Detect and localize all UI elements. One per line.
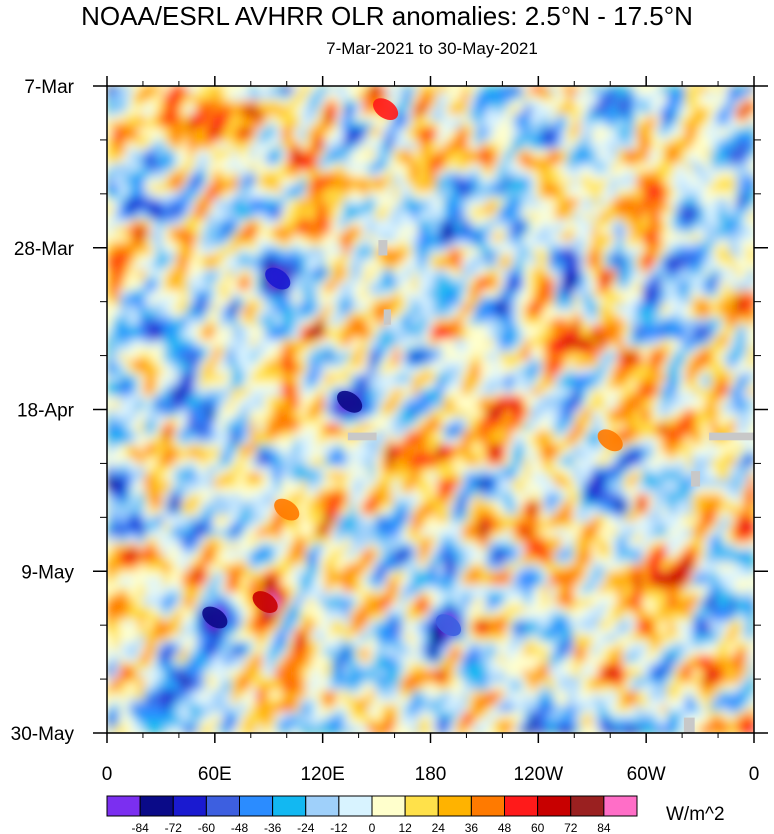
colorbar: -84 -72 -60 -48 -36 -24 -12 0 12 24 36 48 60 72 84: [106, 795, 638, 834]
colorbar-swatch: [570, 795, 605, 817]
colorbar-label: -60: [198, 821, 216, 834]
colorbar-label: 84: [597, 821, 611, 834]
x-tick-label: 60E: [198, 764, 232, 785]
colorbar-swatch: [537, 795, 572, 817]
colorbar-label: 36: [465, 821, 479, 834]
missing-data-patch: [378, 240, 388, 256]
anomaly-feature: [337, 390, 363, 413]
x-tick-label: 180: [415, 764, 447, 785]
missing-data-patch: [709, 432, 754, 441]
colorbar-swatch: [239, 795, 274, 817]
missing-data-patch: [691, 471, 701, 487]
colorbar-swatch: [404, 795, 439, 817]
anomaly-feature: [435, 614, 462, 637]
colorbar-label: 72: [564, 821, 578, 834]
missing-data-patch: [347, 432, 377, 441]
colorbar-label: -84: [131, 821, 149, 834]
colorbar-swatch: [603, 795, 638, 817]
colorbar-label: -48: [231, 821, 249, 834]
y-tick-label: 28-Mar: [14, 239, 75, 260]
colorbar-swatch: [139, 795, 174, 817]
colorbar-swatch: [272, 795, 307, 817]
y-tick-label: 30-May: [11, 724, 75, 745]
chart-title: NOAA/ESRL AVHRR OLR anomalies: 2.5°N - 1…: [81, 1, 693, 31]
anomaly-feature: [252, 591, 278, 613]
colorbar-swatch: [172, 795, 207, 817]
colorbar-label: 12: [398, 821, 412, 834]
x-tick-label: 120W: [514, 764, 564, 785]
anomaly-feature: [202, 606, 228, 629]
colorbar-label: 48: [498, 821, 512, 834]
x-tick-label: 0: [749, 764, 760, 785]
x-axis: 0 60E 120E 180 120W 60W 0: [102, 76, 760, 785]
anomaly-feature: [597, 429, 623, 452]
colorbar-units: W/m^2: [666, 804, 725, 825]
colorbar-swatch: [338, 795, 373, 817]
missing-data-patch: [683, 717, 695, 733]
y-axis: 7-Mar 28-Mar 18-Apr 9-May 30-May: [11, 77, 768, 745]
y-tick-label: 9-May: [21, 562, 74, 583]
colorbar-label: -12: [330, 821, 348, 834]
colorbar-label: 0: [369, 821, 376, 834]
colorbar-swatch: [437, 795, 472, 817]
colorbar-swatch: [371, 795, 406, 817]
colorbar-swatch: [106, 795, 141, 817]
colorbar-label: -24: [297, 821, 315, 834]
colorbar-label: -72: [165, 821, 183, 834]
chart-subtitle: 7-Mar-2021 to 30-May-2021: [326, 39, 538, 58]
x-tick-label: 60W: [627, 764, 666, 785]
anomaly-field: [107, 86, 754, 733]
anomaly-feature: [265, 267, 291, 290]
y-tick-label: 18-Apr: [17, 401, 75, 422]
anomaly-feature: [274, 498, 300, 521]
missing-data-layer: [347, 240, 754, 733]
y-tick-label: 7-Mar: [24, 77, 74, 98]
missing-data-patch: [383, 309, 391, 325]
x-tick-label: 120E: [300, 764, 344, 785]
colorbar-swatch: [305, 795, 340, 817]
colorbar-swatch: [205, 795, 240, 817]
colorbar-label: 60: [531, 821, 545, 834]
anomaly-feature: [372, 98, 399, 121]
colorbar-label: -36: [264, 821, 282, 834]
colorbar-swatch: [504, 795, 539, 817]
colorbar-label: 24: [432, 821, 446, 834]
x-tick-label: 0: [102, 764, 113, 785]
colorbar-swatch: [470, 795, 505, 817]
